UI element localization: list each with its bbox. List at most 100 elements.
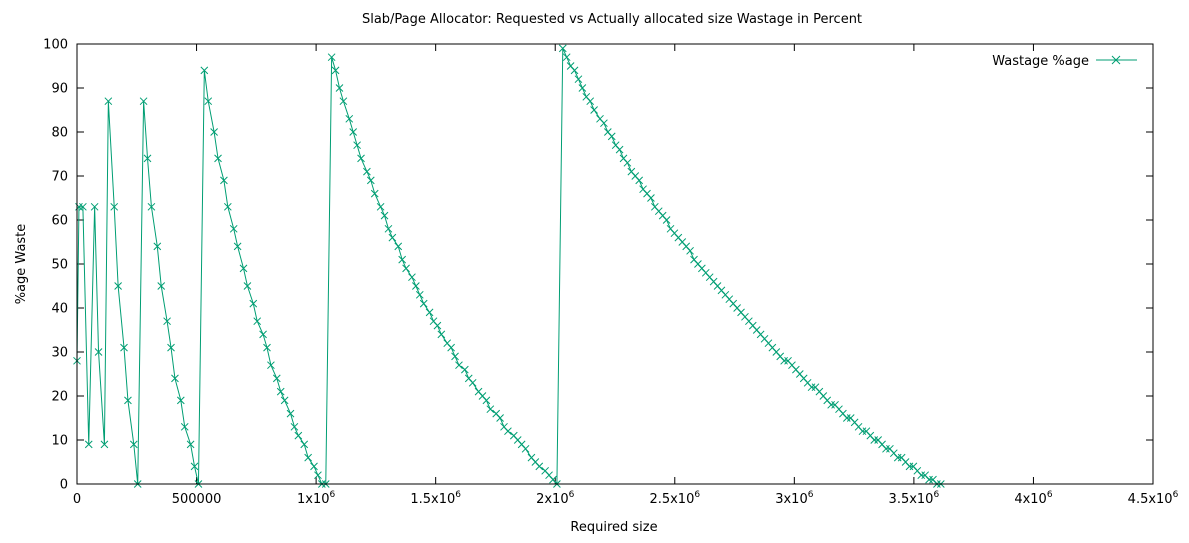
data-point-marker [253,317,262,326]
chart-title: Slab/Page Allocator: Requested vs Actual… [362,12,862,27]
data-point-marker [249,299,258,308]
data-point-marker [925,475,933,484]
data-point-marker [455,361,463,370]
data-point-marker [167,343,175,352]
data-point-marker [263,343,271,352]
data-point-marker [294,431,303,440]
data-point-marker [229,224,238,233]
data-point-marker [153,242,162,251]
data-point-marker [339,97,348,106]
data-point-marker [535,462,544,471]
data-point-marker [353,141,361,150]
data-point-marker [94,348,103,356]
data-point-marker [331,66,340,75]
legend-label: Wastage %age [992,54,1089,69]
axis-ticks: 0 10 20 30 40 50 60 70 80 90 100 0 500000 1x106 1.5x10… [43,38,1178,508]
data-point-marker [357,154,365,163]
data-point-marker [615,145,624,154]
data-point-marker [233,242,242,251]
data-point-marker [870,436,879,444]
data-point-marker [84,440,93,449]
data-point-marker [114,282,122,290]
data-point-marker [504,427,512,436]
data-point-marker [388,233,397,242]
x-tick-label: 1.5x106 [410,490,461,507]
data-point-marker [893,453,902,462]
data-point-marker [415,290,424,299]
data-point-marker [204,97,213,106]
y-tick-label: 60 [51,214,68,229]
data-point-marker [394,242,403,251]
x-tick-label: 3x106 [775,490,814,507]
data-point-marker [451,352,459,361]
data-point-marker [176,396,185,405]
plot-border [76,43,1154,485]
data-point-marker [290,422,299,431]
data-point-marker [807,383,816,392]
data-point-marker [190,462,199,471]
data-point-marker [220,176,228,185]
data-point-marker [419,299,428,308]
data-point-marker [398,255,407,264]
data-point-marker [460,365,469,374]
data-point-marker [259,330,267,339]
data-point-marker [635,176,644,185]
data-point-marker [239,264,248,273]
data-point-marker [104,97,113,106]
data-point-marker [380,211,389,220]
data-point-marker [345,114,354,123]
y-tick-label: 40 [51,302,68,317]
y-tick-label: 100 [43,38,68,53]
legend: Wastage %age [992,54,1137,69]
data-point-marker [521,444,530,453]
data-point-marker [917,471,926,480]
data-point-marker [468,378,477,387]
data-point-marker [858,427,867,436]
data-point-marker [447,343,455,352]
y-tick-label: 30 [51,346,68,361]
data-point-marker [780,356,788,365]
x-tick-label: 500000 [172,492,222,507]
data-point-marker [276,387,285,396]
data-point-marker [304,453,312,462]
data-point-marker [370,189,379,198]
y-tick-label: 10 [51,434,68,449]
x-tick-label: 1x106 [297,490,336,507]
data-point-marker [558,44,567,53]
data-point-marker [433,321,442,330]
data-point-marker [272,374,281,383]
x-axis-label: Required size [570,520,657,535]
y-tick-label: 50 [51,258,68,273]
y-axis-label: %age Waste [14,224,29,305]
x-tick-label: 0 [73,492,81,507]
data-point-marker [827,400,835,409]
data-point-marker [496,414,504,422]
data-point-marker [120,343,128,352]
x-tick-label: 4x106 [1014,490,1053,507]
data-point-marker [180,422,189,431]
data-point-marker [267,361,275,370]
data-point-marker [143,154,152,163]
data-point-marker [402,264,410,273]
x-tick-label: 2.5x106 [649,490,700,507]
y-tick-label: 0 [60,478,68,493]
data-point-marker [214,154,222,163]
data-point-marker [408,273,416,282]
legend-marker [1111,55,1121,65]
data-point-marker [586,97,595,106]
data-point-marker [129,440,138,449]
data-point-marker [300,440,309,449]
data-point-marker [437,330,446,339]
data-point-marker [286,409,295,418]
data-point-marker [607,132,616,141]
x-tick-label: 4.5x106 [1128,490,1179,507]
data-point-marker [79,202,87,211]
data-point-marker [327,53,336,62]
data-point-marker [623,158,632,167]
data-point-marker [376,202,385,211]
x-tick-label: 3.5x106 [889,490,940,507]
data-point-marker [574,75,583,84]
data-point-marker [110,202,119,211]
data-point-marker [562,53,571,62]
data-point-marker [882,444,890,453]
